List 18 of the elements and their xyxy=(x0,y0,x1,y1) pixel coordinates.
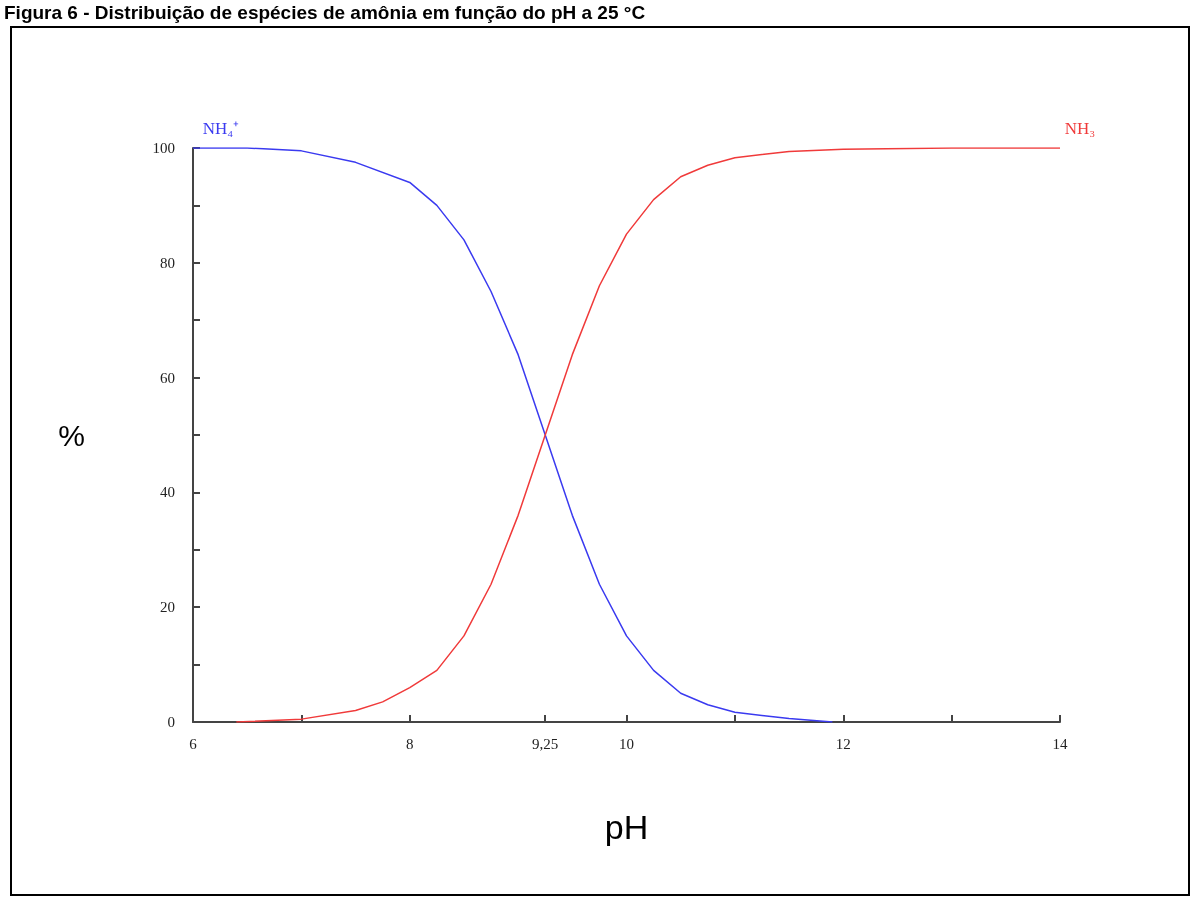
x-tick-label: 12 xyxy=(835,735,851,752)
y-tick-label: 40 xyxy=(160,484,175,501)
x-tick-label: 9,25 xyxy=(532,735,559,752)
series-label: NH₃ xyxy=(1064,119,1096,138)
x-tick-label: 10 xyxy=(619,735,634,752)
y-axis-title: % xyxy=(58,418,85,452)
y-tick-label: 100 xyxy=(152,140,175,156)
line-series xyxy=(235,147,1061,723)
series-label: NH₄⁺ xyxy=(202,119,240,138)
y-tick-label: 0 xyxy=(167,714,175,730)
x-axis-title: pH xyxy=(604,808,649,846)
y-tick-label: 20 xyxy=(160,599,175,616)
y-tick-label: 60 xyxy=(160,369,175,386)
x-tick-label: 8 xyxy=(406,735,414,752)
chart-title: Figura 6 - Distribuição de espécies de amônia em função do pH a 25 °C xyxy=(4,2,646,24)
x-tick-label: 6 xyxy=(189,735,198,752)
y-tick-label: 80 xyxy=(160,254,175,271)
x-tick-label: 14 xyxy=(1052,735,1068,752)
